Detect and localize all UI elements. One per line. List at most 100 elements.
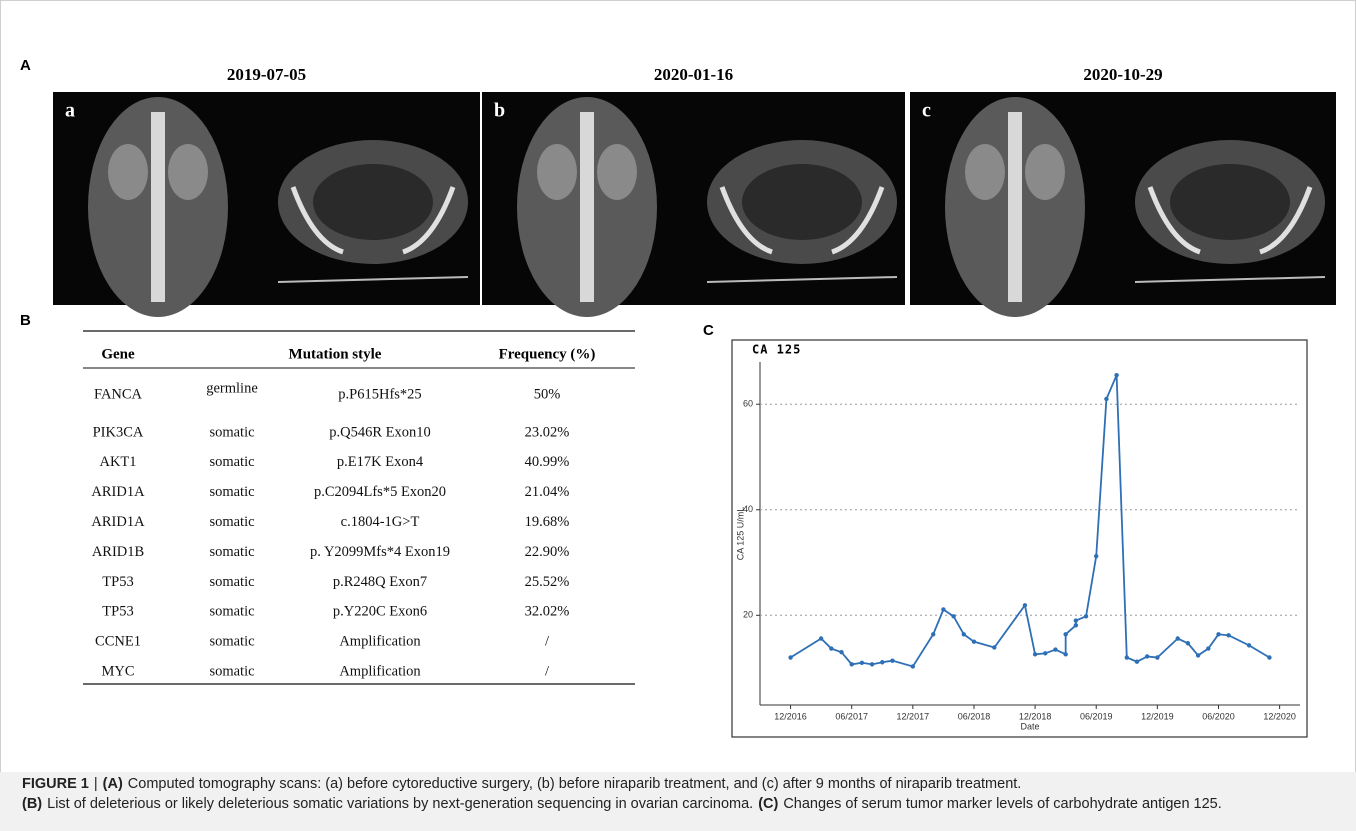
caption-text: Changes of serum tumor marker levels of … [783,796,1221,812]
scan-label: c [922,100,931,122]
table-cell: 21.04% [525,484,570,500]
table-cell: p.C2094Lfs*5 Exon20 [314,484,446,500]
data-point [860,661,864,665]
table-cell: TP53 [102,574,133,590]
table-cell: 23.02% [525,424,570,440]
x-tick-label: 06/2019 [1080,711,1113,721]
table-cell: c.1804-1G>T [341,514,420,530]
data-point [1176,636,1180,640]
data-point [992,645,996,649]
table-cell: p.E17K Exon4 [337,454,424,470]
scan-date: 2020-10-29 [1083,65,1162,84]
scan-label: b [494,100,505,122]
table-cell: / [545,634,550,650]
data-point [911,664,915,668]
x-tick-label: 12/2020 [1263,711,1296,721]
data-point [1084,614,1088,618]
data-point [890,658,894,662]
table-cell: ARID1A [91,514,145,530]
ct-spine [580,112,594,302]
table-cell: 32.02% [525,604,570,620]
data-point [839,650,843,654]
data-point [1074,623,1078,627]
caption-label: FIGURE 1 [22,776,89,792]
caption-text: Computed tomography scans: (a) before cy… [128,776,1022,792]
x-axis-label: Date [1020,721,1039,731]
ct-inner [742,164,862,240]
table-cell: somatic [209,514,254,530]
caption-text: | [94,776,98,792]
panel-label: C [703,322,714,339]
x-tick-label: 06/2017 [835,711,868,721]
x-tick-label: 06/2018 [958,711,991,721]
caption-text: List of deleterious or likely deleteriou… [47,796,753,812]
panel-label: B [20,312,31,329]
scan-label: a [65,100,75,122]
data-point [972,639,976,643]
data-point [931,632,935,636]
table-cell: somatic [209,544,254,560]
ct-organ [965,144,1005,200]
table-cell: somatic [209,424,254,440]
table-cell: somatic [209,484,254,500]
table-cell: Amplification [339,634,421,650]
table-cell: CCNE1 [95,634,141,650]
data-point [1053,647,1057,651]
scan-date: 2019-07-05 [227,65,306,84]
table-cell: TP53 [102,604,133,620]
caption-label: (C) [758,796,778,812]
table-cell: somatic [209,664,254,680]
table-cell: somatic [209,454,254,470]
data-point [788,655,792,659]
table-cell: PIK3CA [93,424,144,440]
ct-organ [108,144,148,200]
chart-frame [732,340,1307,737]
data-point [1196,653,1200,657]
data-point [1206,646,1210,650]
data-point [1135,660,1139,664]
data-point [1216,632,1220,636]
data-point [1226,633,1230,637]
data-point [1043,651,1047,655]
data-point [951,614,955,618]
ct-organ [537,144,577,200]
figure: A B C 2019-07-05a2020-01-16b2020-10-29c … [0,0,1356,831]
data-point [849,662,853,666]
data-point [1074,618,1078,622]
table-cell: 25.52% [525,574,570,590]
table-cell: / [545,664,550,680]
table-header: Gene [101,346,135,362]
data-point [1267,655,1271,659]
scan-date: 2020-01-16 [654,65,733,84]
x-tick-label: 12/2019 [1141,711,1174,721]
panel-label: A [20,57,31,74]
table-cell: p.P615Hfs*25 [338,386,421,402]
data-point [1104,397,1108,401]
data-point [1186,641,1190,645]
data-point [1063,652,1067,656]
table-cell: somatic [209,604,254,620]
caption-label: (A) [103,776,123,792]
x-tick-label: 12/2018 [1019,711,1052,721]
table-cell: 40.99% [525,454,570,470]
table-cell: somatic [209,634,254,650]
ct-inner [1170,164,1290,240]
table-cell: 19.68% [525,514,570,530]
data-point [962,632,966,636]
data-point [819,636,823,640]
y-tick-label: 20 [743,610,753,620]
table-cell: 50% [534,386,561,402]
y-tick-label: 60 [743,399,753,409]
caption: FIGURE 1 | (A) Computed tomography scans: (… [0,772,1356,831]
table-cell: ARID1B [92,544,144,560]
data-point [941,607,945,611]
chart-title: CA 125 [752,343,801,357]
table-cell: somatic [209,574,254,590]
table-cell: ARID1A [91,484,145,500]
table-cell: p.Q546R Exon10 [329,424,431,440]
data-point [880,660,884,664]
data-point [1023,603,1027,607]
x-tick-label: 12/2016 [774,711,807,721]
y-axis-label: CA 125 U/mL [735,507,745,561]
data-point [1033,652,1037,656]
